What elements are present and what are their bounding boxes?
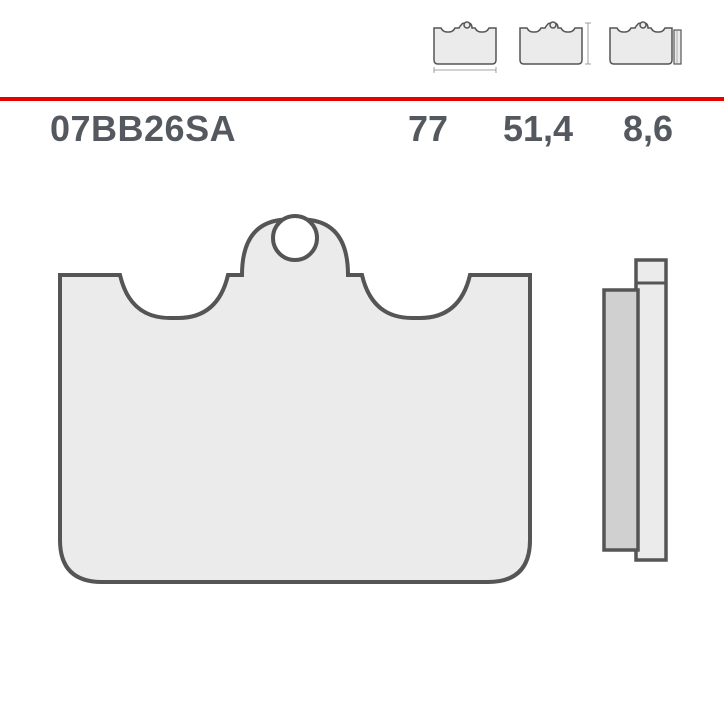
brake-pad-front-view (50, 200, 540, 620)
main-diagram (50, 200, 674, 620)
thickness-value: 8,6 (612, 108, 684, 150)
product-code: 07BB26SA (50, 108, 236, 150)
width-value: 77 (392, 108, 464, 150)
dimension-icons-row (426, 20, 684, 78)
dimensions-group: 77 51,4 8,6 (392, 108, 684, 150)
thickness-icon (606, 20, 684, 78)
width-icon (426, 20, 504, 78)
brake-pad-side-view (596, 255, 674, 565)
info-row: 07BB26SA 77 51,4 8,6 (50, 108, 684, 150)
height-icon (516, 20, 594, 78)
red-divider (0, 88, 724, 92)
height-value: 51,4 (502, 108, 574, 150)
